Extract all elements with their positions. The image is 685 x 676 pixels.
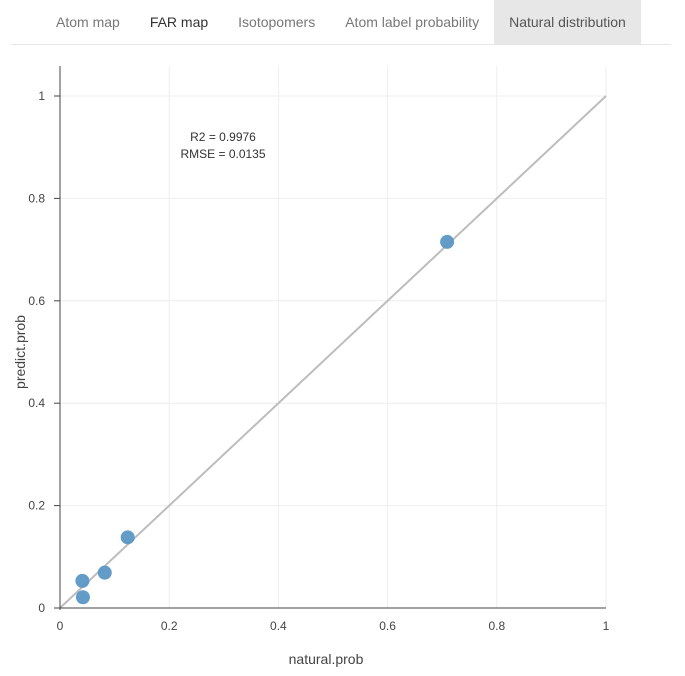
chart-svg: 0 0.2 0.4 0.6 0.8 1 0 0.2 0.4 0.6 0.8 1 R2 = 0.997… [12,66,610,667]
x-tick-label: 0.4 [270,619,287,633]
tab-isotopomers[interactable]: Isotopomers [238,14,316,30]
x-tick-label: 1 [603,619,610,633]
tab-natural-distribution[interactable]: Natural distribution [494,0,641,44]
y-tick-label: 0.2 [28,499,45,513]
data-point[interactable] [120,530,135,545]
axes [58,66,606,610]
tab-bar: Atom map FAR map Isotopomers Atom label pro… [11,0,671,45]
data-points [75,234,455,605]
y-tick-label: 0.6 [28,294,45,308]
y-tick-label: 0 [38,601,45,615]
x-axis-ticks: 0 0.2 0.4 0.6 0.8 1 [57,619,610,633]
y-tick-label: 0.8 [28,191,45,205]
reference-line-group [59,95,607,609]
y-axis-ticks: 0 0.2 0.4 0.6 0.8 1 [28,89,60,615]
x-axis-label: natural.prob [289,651,364,667]
y-axis-label: predict.prob [12,315,28,389]
data-point[interactable] [97,565,112,580]
annotation-r2: R2 = 0.9976 [190,130,256,144]
reference-line [59,95,607,609]
data-point[interactable] [75,590,90,605]
x-tick-label: 0 [57,619,64,633]
x-tick-label: 0.6 [379,619,396,633]
scatter-chart: 0 0.2 0.4 0.6 0.8 1 0 0.2 0.4 0.6 0.8 1 R2 = 0.997… [0,46,685,671]
tab-atom-label-probability[interactable]: Atom label probability [345,14,480,30]
grid [60,66,607,608]
data-point[interactable] [75,573,90,588]
y-tick-label: 0.4 [28,396,45,410]
annotation-rmse: RMSE = 0.0135 [180,147,265,161]
y-tick-label: 1 [38,89,45,103]
data-point[interactable] [440,234,455,249]
x-tick-label: 0.2 [161,619,178,633]
tab-atom-map[interactable]: Atom map [56,14,120,30]
x-tick-label: 0.8 [488,619,505,633]
tab-far-map[interactable]: FAR map [149,14,209,30]
